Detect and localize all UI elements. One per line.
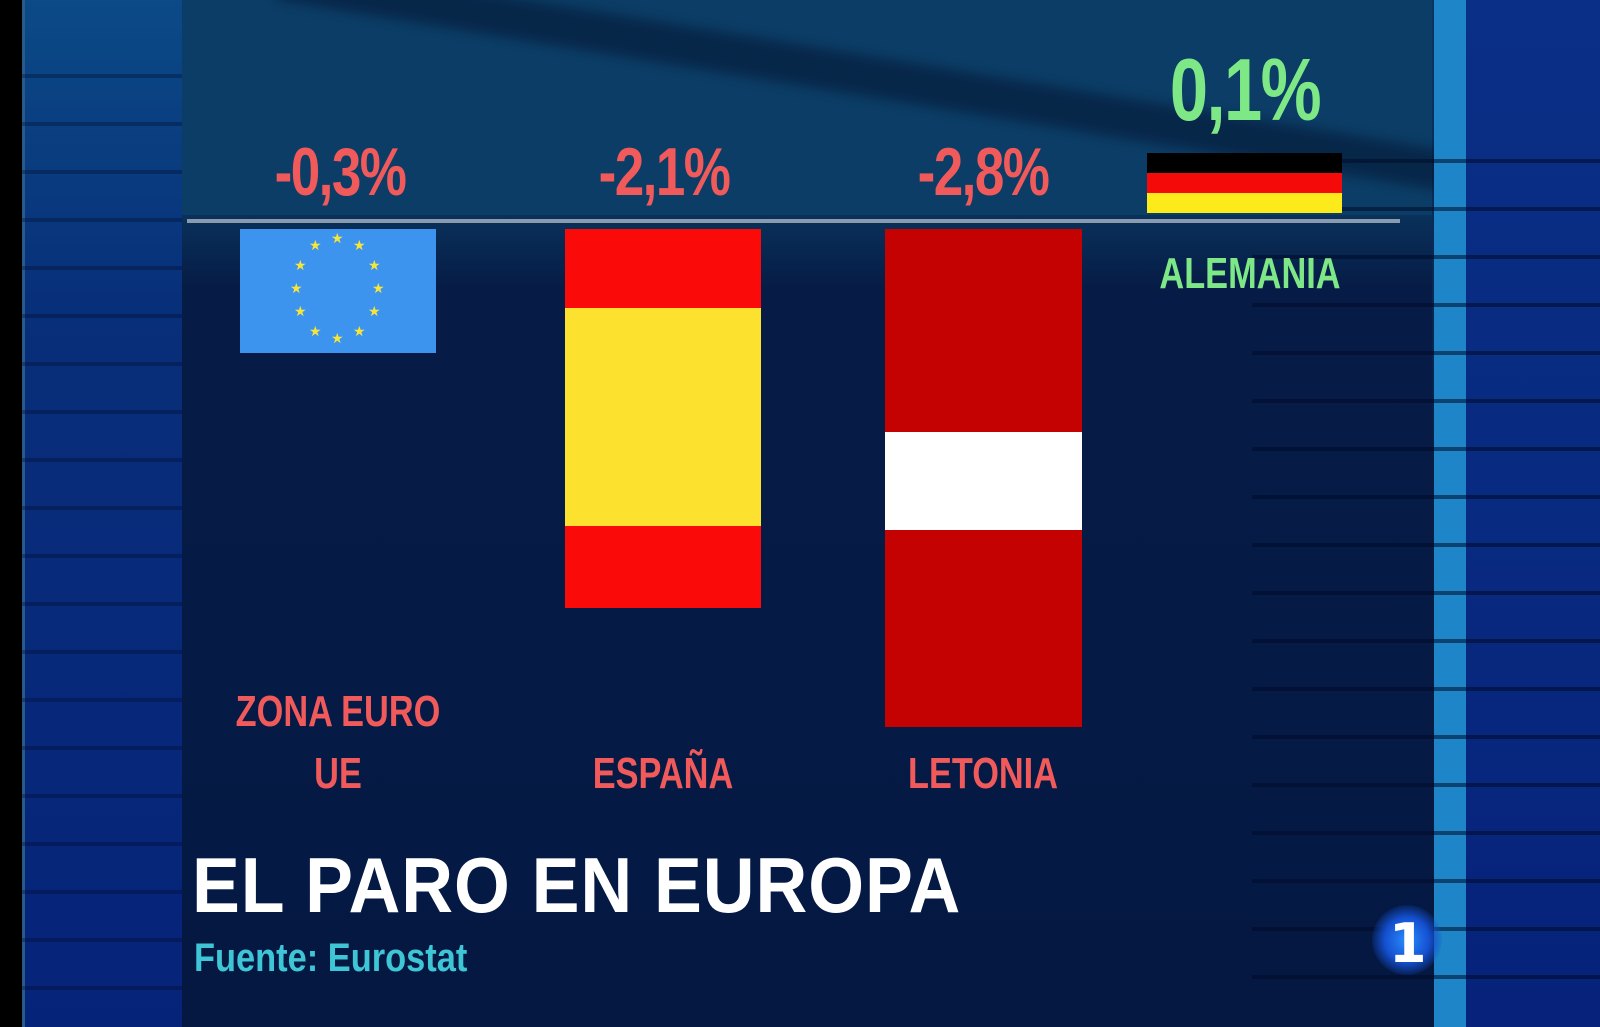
channel-logo-icon: 1 xyxy=(1389,912,1427,975)
star-icon: ★ xyxy=(294,303,307,319)
eu-flag: ★ ★ ★ ★ ★ ★ ★ ★ ★ ★ ★ ★ xyxy=(240,229,436,353)
star-icon: ★ xyxy=(353,237,366,253)
right-scanlines xyxy=(1252,115,1600,1015)
value-label-eurozone: -0,3% xyxy=(274,134,407,210)
left-edge-stripe xyxy=(22,0,25,1027)
zero-baseline xyxy=(187,219,1400,223)
star-icon: ★ xyxy=(368,303,381,319)
star-icon: ★ xyxy=(331,330,344,346)
germany-flag xyxy=(1147,153,1342,213)
star-icon: ★ xyxy=(294,257,307,273)
category-label-germany: ALEMANIA xyxy=(1159,249,1341,298)
star-icon: ★ xyxy=(372,280,385,296)
value-label-germany: 0,1% xyxy=(1169,40,1322,139)
broadcast-graphic: -0,3% ★ ★ ★ ★ ★ ★ ★ ★ ★ ★ ★ ★ ZONA EURO … xyxy=(22,0,1600,1027)
left-scanlines xyxy=(22,30,182,1027)
category-label-spain: ESPAÑA xyxy=(592,749,734,798)
value-label-latvia: -2,8% xyxy=(917,134,1050,210)
star-icon: ★ xyxy=(353,323,366,339)
latvia-flag xyxy=(885,229,1082,727)
chart-title: EL PARO EN EUROPA xyxy=(192,841,962,929)
left-background-panel xyxy=(22,0,182,1027)
channel-logo-glow xyxy=(1372,905,1442,975)
spain-flag xyxy=(565,229,761,608)
star-icon: ★ xyxy=(368,257,381,273)
category-label-eu: UE xyxy=(314,749,362,798)
star-icon: ★ xyxy=(309,237,322,253)
star-icon: ★ xyxy=(331,230,344,246)
star-icon: ★ xyxy=(290,280,303,296)
value-label-spain: -2,1% xyxy=(598,134,731,210)
source-caption: Fuente: Eurostat xyxy=(194,936,468,980)
category-label-latvia: LETONIA xyxy=(907,749,1059,798)
category-label-eurozone: ZONA EURO xyxy=(235,687,441,736)
star-icon: ★ xyxy=(309,323,322,339)
